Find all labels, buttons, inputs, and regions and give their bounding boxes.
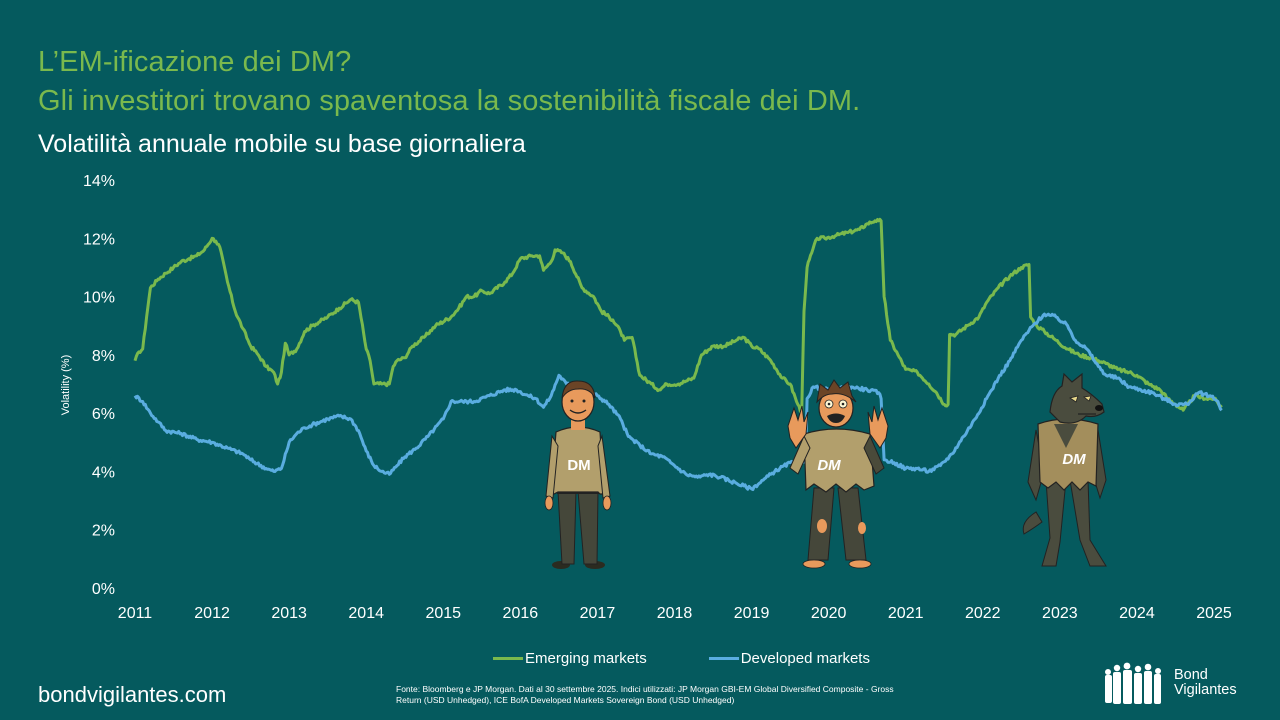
legend-swatch-developed	[708, 657, 739, 660]
x-tick-label: 2020	[811, 605, 847, 622]
title-line1: L’EM-ificazione dei DM?	[38, 46, 352, 78]
y-tick-label: 10%	[83, 290, 115, 307]
x-tick-label: 2015	[425, 605, 461, 622]
legend-swatch-emerging	[493, 657, 523, 660]
x-tick-label: 2016	[503, 605, 539, 622]
emerging-markets-line	[133, 217, 1223, 415]
y-tick-label: 4%	[92, 464, 115, 481]
chart-legend: Emerging markets Developed markets	[493, 650, 870, 667]
x-tick-label: 2024	[1119, 605, 1155, 622]
y-axis-label: Volatility (%)	[60, 355, 72, 416]
x-tick-label: 2022	[965, 605, 1001, 622]
scared-dm-man-figure: DM	[787, 379, 889, 569]
source-line2: Return (USD Unhedged), ICE BofA Develope…	[396, 695, 735, 705]
logo-text-line1: Bond	[1174, 667, 1208, 683]
normal-dm-label: DM	[567, 457, 590, 474]
wolf-dm-label: DM	[1062, 451, 1086, 468]
x-axis-ticks: 2011 2012 2013 2014 2015 2016 2017 2018 2019 2020…	[118, 605, 1232, 622]
bond-vigilantes-logo: Bond Vigilantes	[1102, 662, 1237, 704]
people-silhouette-icon	[1105, 662, 1161, 704]
x-tick-label: 2011	[118, 605, 153, 622]
series-group	[133, 217, 1223, 492]
legend-item-emerging: Emerging markets	[493, 650, 647, 667]
y-tick-label: 12%	[83, 231, 115, 248]
y-tick-label: 0%	[92, 581, 115, 598]
source-note: Fonte: Bloomberg e JP Morgan. Dati al 30…	[396, 684, 996, 706]
legend-item-developed: Developed markets	[708, 650, 870, 667]
legend-label-emerging: Emerging markets	[525, 650, 647, 667]
x-tick-label: 2025	[1196, 605, 1232, 622]
y-axis-ticks: 0% 2% 4% 6% 8% 10% 12% 14%	[83, 173, 115, 598]
werewolf-dm-figure: DM	[1022, 372, 1107, 567]
y-tick-label: 8%	[92, 348, 115, 365]
title-line2: Gli investitori trovano spaventosa la so…	[38, 85, 861, 117]
x-tick-label: 2019	[734, 605, 770, 622]
x-tick-label: 2013	[271, 605, 307, 622]
x-tick-label: 2023	[1042, 605, 1078, 622]
y-tick-label: 2%	[92, 523, 115, 540]
y-tick-label: 14%	[83, 173, 115, 190]
x-tick-label: 2017	[580, 605, 616, 622]
x-tick-label: 2018	[657, 605, 693, 622]
x-tick-label: 2021	[888, 605, 924, 622]
source-line1: Fonte: Bloomberg e JP Morgan. Dati al 30…	[396, 684, 894, 694]
y-tick-label: 6%	[92, 406, 115, 423]
logo-text-line2: Vigilantes	[1174, 682, 1237, 698]
normal-dm-man-figure: DM	[544, 380, 612, 569]
legend-label-developed: Developed markets	[740, 650, 870, 667]
chart-subtitle: Volatilità annuale mobile su base giorna…	[38, 130, 526, 158]
x-tick-label: 2012	[194, 605, 230, 622]
scared-dm-label: DM	[817, 457, 841, 474]
site-url: bondvigilantes.com	[38, 682, 227, 707]
x-tick-label: 2014	[348, 605, 384, 622]
developed-markets-line	[133, 312, 1223, 492]
